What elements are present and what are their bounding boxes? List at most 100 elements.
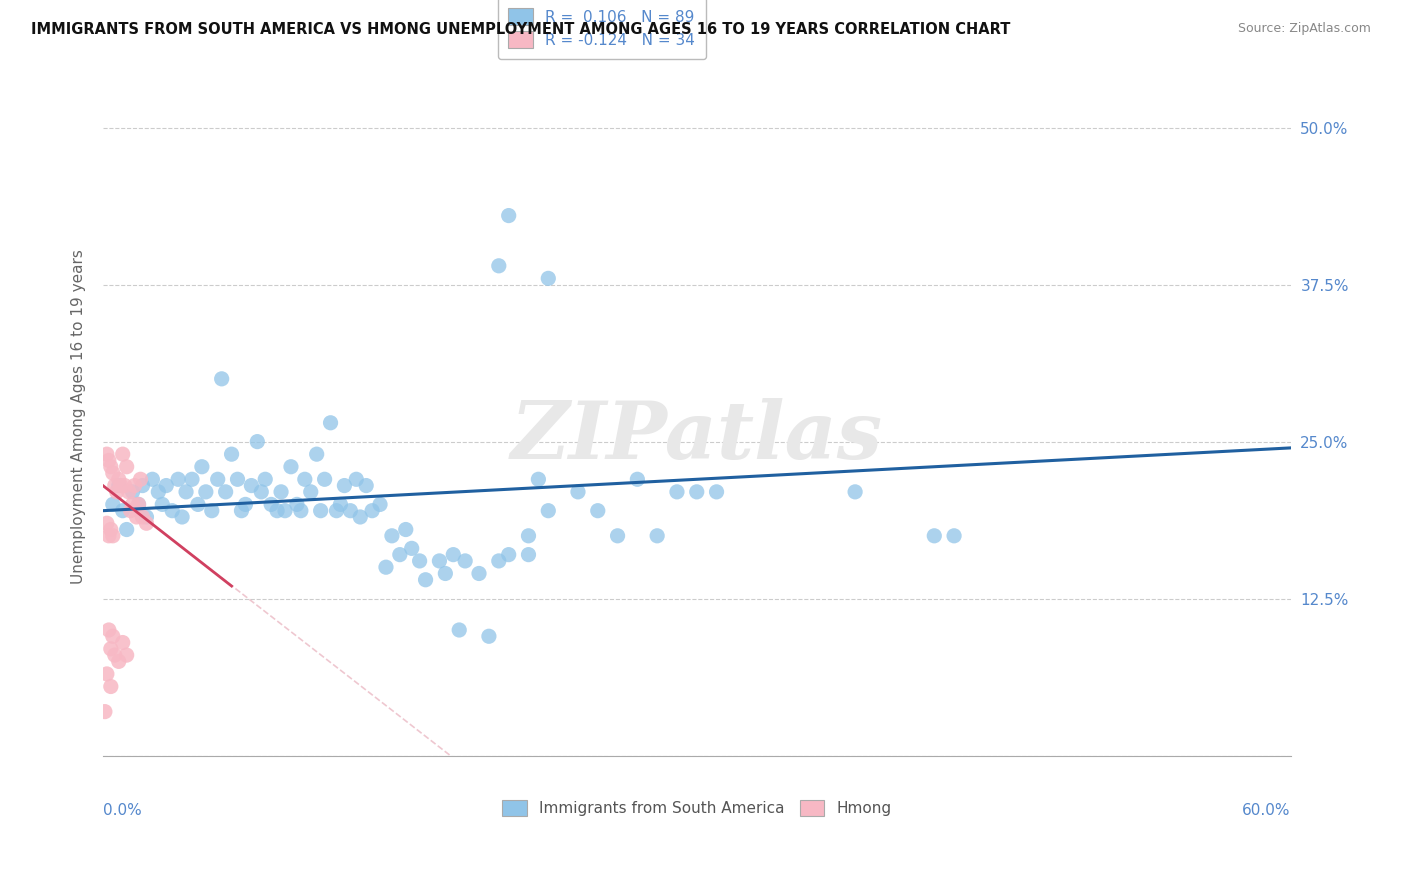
Point bbox=[388, 548, 411, 562]
Point bbox=[468, 566, 491, 581]
Point bbox=[285, 497, 308, 511]
Point bbox=[107, 654, 129, 668]
Point bbox=[517, 529, 540, 543]
Legend: Immigrants from South America, Hmong: Immigrants from South America, Hmong bbox=[496, 794, 897, 822]
Point bbox=[537, 271, 560, 285]
Y-axis label: Unemployment Among Ages 16 to 19 years: Unemployment Among Ages 16 to 19 years bbox=[72, 249, 86, 584]
Point bbox=[128, 497, 150, 511]
Point bbox=[107, 472, 129, 486]
Point bbox=[280, 459, 302, 474]
Point bbox=[706, 484, 728, 499]
Point bbox=[101, 629, 124, 643]
Point bbox=[96, 667, 118, 681]
Point bbox=[131, 478, 153, 492]
Text: 0.0%: 0.0% bbox=[103, 803, 142, 818]
Text: Source: ZipAtlas.com: Source: ZipAtlas.com bbox=[1237, 22, 1371, 36]
Point bbox=[488, 259, 510, 273]
Point bbox=[250, 484, 273, 499]
Point bbox=[434, 566, 457, 581]
Point bbox=[606, 529, 628, 543]
Point bbox=[626, 472, 648, 486]
Point bbox=[339, 504, 361, 518]
Text: 60.0%: 60.0% bbox=[1241, 803, 1291, 818]
Point bbox=[105, 484, 128, 499]
Point bbox=[97, 453, 120, 467]
Point bbox=[135, 510, 157, 524]
Point bbox=[191, 459, 214, 474]
Point bbox=[101, 529, 124, 543]
Point bbox=[96, 516, 118, 531]
Point bbox=[121, 484, 143, 499]
Point bbox=[517, 548, 540, 562]
Point bbox=[498, 548, 520, 562]
Point bbox=[114, 478, 136, 492]
Point bbox=[221, 447, 243, 461]
Point bbox=[349, 510, 371, 524]
Point bbox=[231, 504, 253, 518]
Point bbox=[665, 484, 688, 499]
Point bbox=[148, 484, 170, 499]
Point bbox=[187, 497, 209, 511]
Point bbox=[97, 529, 120, 543]
Point bbox=[294, 472, 316, 486]
Point bbox=[478, 629, 501, 643]
Point bbox=[110, 478, 132, 492]
Text: ZIPatlas: ZIPatlas bbox=[510, 398, 883, 475]
Point bbox=[100, 459, 122, 474]
Point bbox=[290, 504, 312, 518]
Point bbox=[266, 504, 288, 518]
Point bbox=[254, 472, 277, 486]
Point bbox=[101, 497, 124, 511]
Point bbox=[645, 529, 668, 543]
Point bbox=[120, 504, 142, 518]
Point bbox=[686, 484, 709, 499]
Point bbox=[844, 484, 866, 499]
Point bbox=[111, 635, 134, 649]
Point bbox=[111, 504, 134, 518]
Point bbox=[354, 478, 377, 492]
Point bbox=[415, 573, 437, 587]
Point bbox=[207, 472, 229, 486]
Point bbox=[150, 497, 173, 511]
Point bbox=[100, 641, 122, 656]
Point bbox=[329, 497, 352, 511]
Point bbox=[128, 497, 150, 511]
Point bbox=[135, 516, 157, 531]
Point bbox=[454, 554, 477, 568]
Point bbox=[309, 504, 332, 518]
Point bbox=[101, 466, 124, 480]
Point bbox=[194, 484, 217, 499]
Point bbox=[129, 472, 152, 486]
Point bbox=[375, 560, 398, 574]
Point bbox=[160, 504, 183, 518]
Point bbox=[124, 478, 146, 492]
Point bbox=[131, 510, 153, 524]
Point bbox=[924, 529, 946, 543]
Point bbox=[214, 484, 236, 499]
Point bbox=[429, 554, 451, 568]
Point bbox=[211, 372, 233, 386]
Point bbox=[498, 209, 520, 223]
Point bbox=[167, 472, 190, 486]
Point bbox=[299, 484, 322, 499]
Point bbox=[314, 472, 336, 486]
Point bbox=[111, 447, 134, 461]
Point bbox=[104, 478, 127, 492]
Point bbox=[246, 434, 269, 449]
Point bbox=[125, 510, 148, 524]
Point bbox=[325, 504, 347, 518]
Point bbox=[240, 478, 263, 492]
Point bbox=[107, 478, 129, 492]
Point bbox=[96, 447, 118, 461]
Point bbox=[100, 523, 122, 537]
Point bbox=[395, 523, 418, 537]
Point bbox=[270, 484, 292, 499]
Point bbox=[115, 648, 138, 662]
Point bbox=[94, 705, 117, 719]
Point bbox=[181, 472, 204, 486]
Point bbox=[333, 478, 356, 492]
Point bbox=[97, 623, 120, 637]
Point bbox=[319, 416, 342, 430]
Point bbox=[260, 497, 283, 511]
Point bbox=[174, 484, 197, 499]
